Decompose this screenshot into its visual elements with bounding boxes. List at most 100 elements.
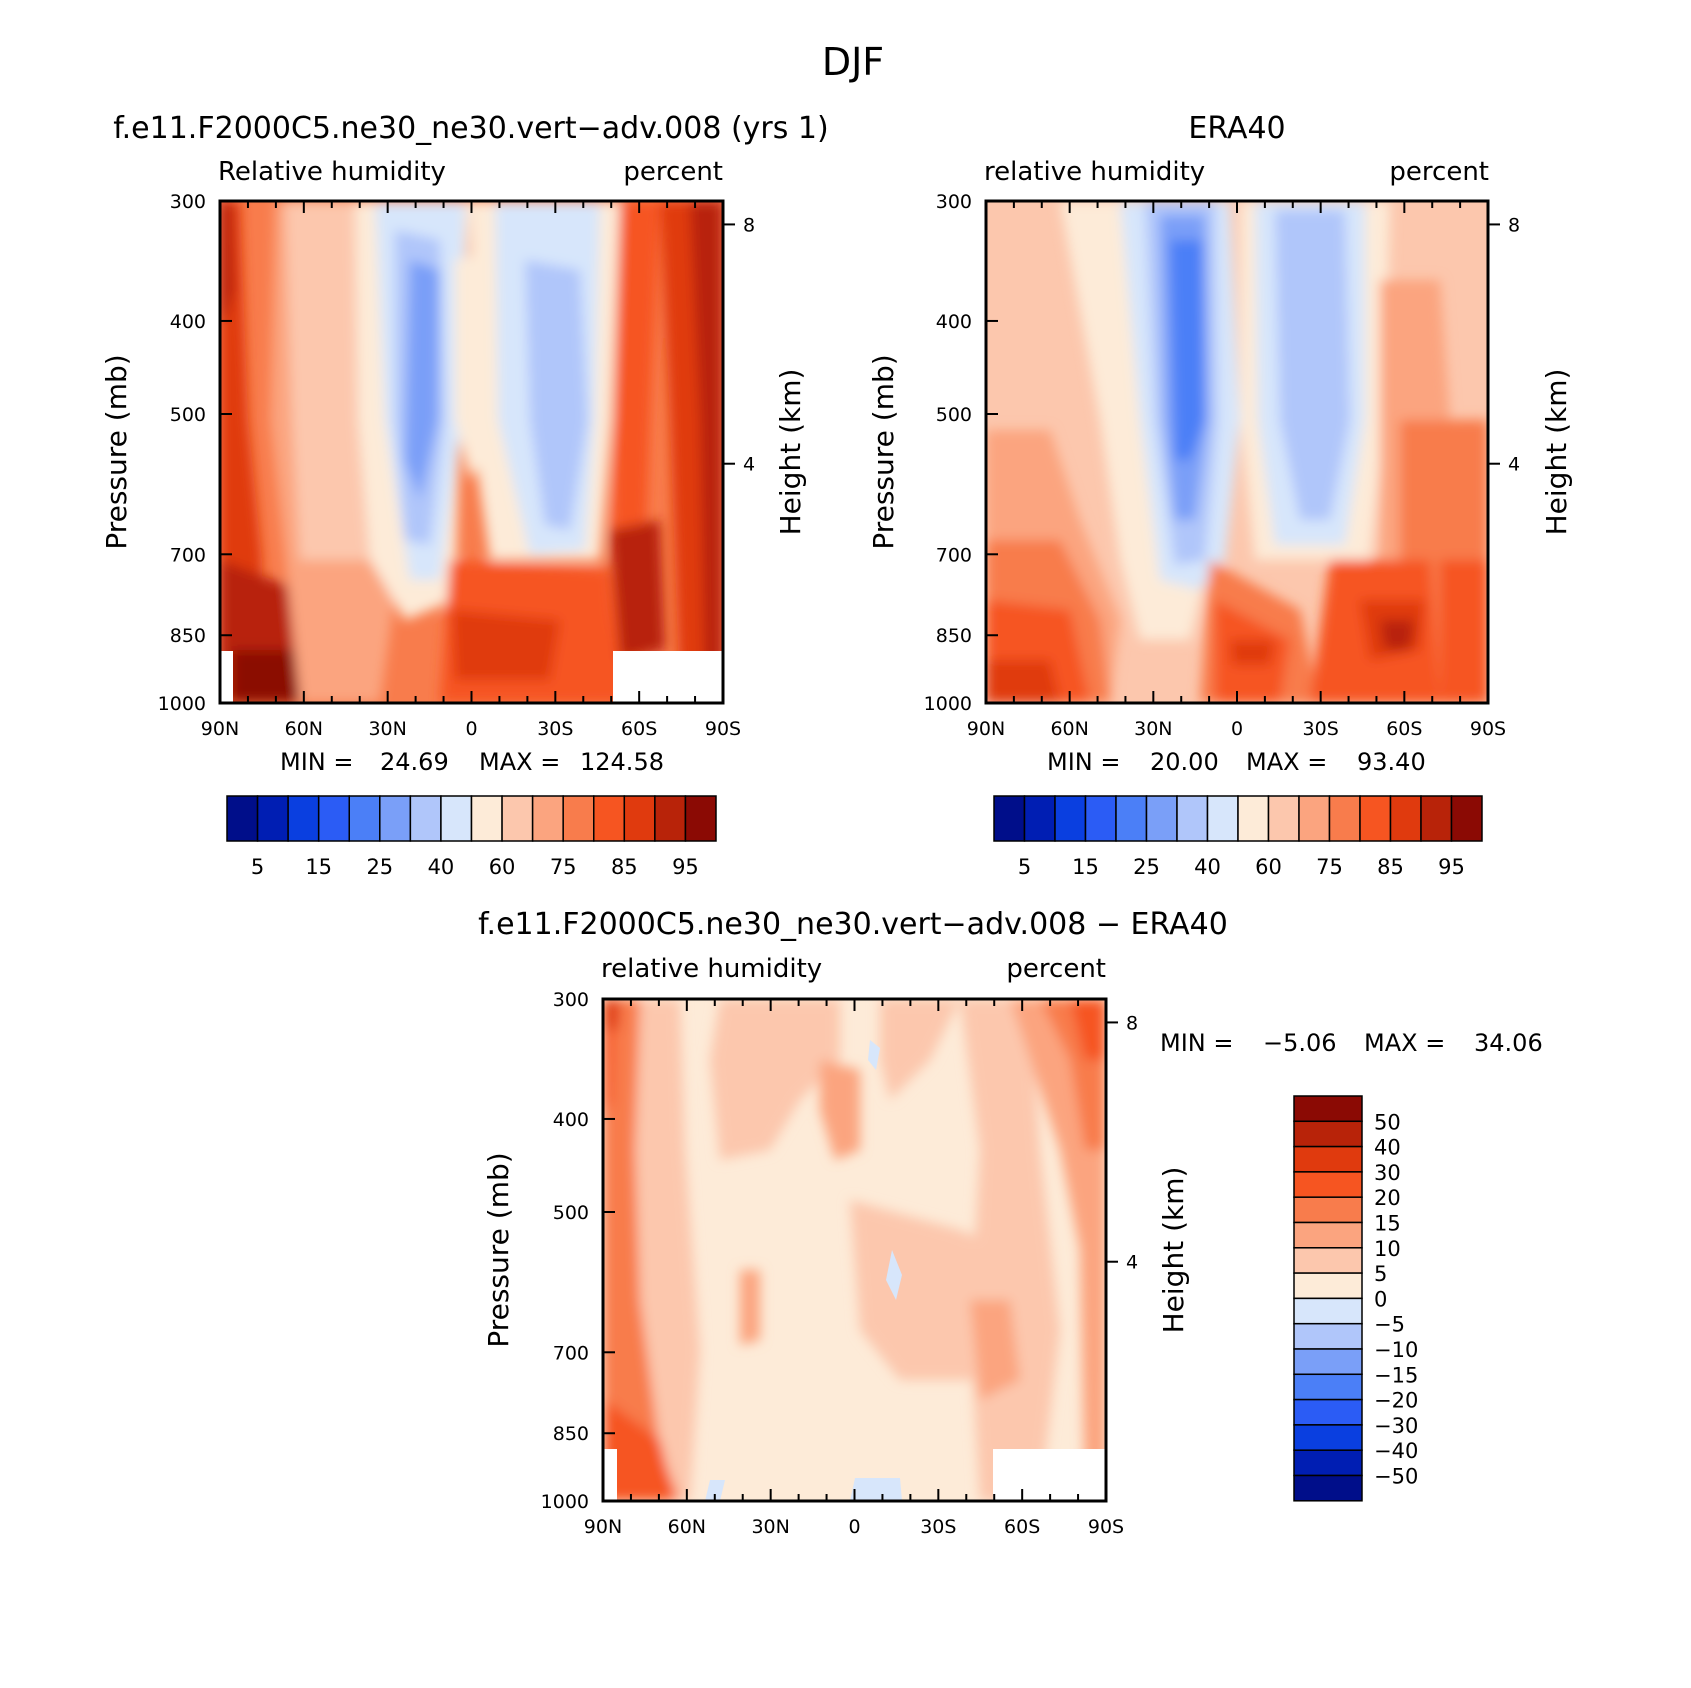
colorbar-swatch bbox=[1298, 795, 1331, 842]
colorbar-label: −30 bbox=[1374, 1414, 1418, 1438]
panel-diff-title: f.e11.F2000C5.ne30_ne30.vert−adv.008 − E… bbox=[478, 907, 1228, 942]
panel-obs-max-label: MAX = bbox=[1246, 748, 1327, 776]
colorbar-swatch bbox=[317, 795, 350, 842]
height-tick-label: 8 bbox=[1126, 1012, 1138, 1034]
y-tick-label: 1000 bbox=[158, 693, 206, 715]
panel-obs-title: ERA40 bbox=[1188, 111, 1285, 146]
panel-obs-colorbar: 5 15 25 40 60 75 85 95 bbox=[993, 795, 1483, 879]
colorbar-swatch bbox=[1237, 795, 1270, 842]
colorbar-swatch bbox=[1293, 1171, 1363, 1198]
panel-model-max-value: 124.58 bbox=[580, 748, 664, 776]
colorbar-label: 60 bbox=[489, 855, 516, 879]
colorbar-swatch bbox=[684, 795, 717, 842]
x-tick-label: 60S bbox=[1004, 1516, 1040, 1538]
colorbar-swatch bbox=[1293, 1373, 1363, 1401]
colorbar-swatch bbox=[1176, 795, 1209, 842]
colorbar-label: 15 bbox=[1072, 855, 1099, 879]
colorbar-swatch bbox=[287, 795, 320, 842]
colorbar-label: 40 bbox=[428, 855, 455, 879]
x-tick-label: 90S bbox=[1470, 718, 1506, 740]
colorbar-swatch bbox=[226, 795, 259, 842]
y-tick-label: 850 bbox=[936, 625, 972, 647]
x-tick-label: 0 bbox=[465, 718, 477, 740]
colorbar-swatch bbox=[1145, 795, 1178, 842]
colorbar-swatch bbox=[1293, 1348, 1363, 1376]
colorbar-swatch bbox=[256, 795, 289, 842]
panel-model-min-label: MIN = bbox=[280, 748, 353, 776]
colorbar-label: 5 bbox=[1374, 1262, 1387, 1286]
x-tick-label: 90N bbox=[967, 718, 1005, 740]
panel-model-colorbar: 5 15 25 40 60 75 85 95 bbox=[226, 795, 717, 879]
y-tick-label: 700 bbox=[553, 1342, 589, 1364]
y-tick-label: 400 bbox=[170, 311, 206, 333]
panel-obs-units: percent bbox=[1389, 157, 1489, 187]
colorbar-swatch bbox=[1293, 1322, 1363, 1350]
y-tick-label: 850 bbox=[170, 625, 206, 647]
colorbar-label: 5 bbox=[1018, 855, 1031, 879]
panel-diff-ylabel: Pressure (mb) bbox=[482, 1152, 515, 1347]
figure-title: DJF bbox=[822, 40, 884, 84]
panel-obs-variable: relative humidity bbox=[984, 157, 1205, 187]
panel-obs-ylabel: Pressure (mb) bbox=[867, 354, 900, 549]
x-tick-label: 30N bbox=[751, 1516, 789, 1538]
colorbar-swatch bbox=[654, 795, 687, 842]
x-tick-label: 30S bbox=[1303, 718, 1339, 740]
panel-diff-ylabel-right: Height (km) bbox=[1157, 1167, 1190, 1334]
colorbar-swatch bbox=[1293, 1449, 1363, 1477]
x-tick-label: 30N bbox=[1134, 718, 1172, 740]
y-tick-label: 400 bbox=[553, 1109, 589, 1131]
colorbar-swatch bbox=[593, 795, 626, 842]
panel-diff-field bbox=[603, 999, 1106, 1501]
panel-diff-max-label: MAX = bbox=[1364, 1029, 1445, 1057]
colorbar-swatch bbox=[1293, 1120, 1363, 1148]
panel-diff-max-value: 34.06 bbox=[1474, 1029, 1543, 1057]
colorbar-label: −5 bbox=[1374, 1313, 1405, 1337]
y-tick-label: 500 bbox=[553, 1202, 589, 1224]
colorbar-label: −20 bbox=[1374, 1389, 1418, 1413]
colorbar-label: 5 bbox=[251, 855, 264, 879]
panel-obs-min-value: 20.00 bbox=[1150, 748, 1219, 776]
colorbar-swatch bbox=[623, 795, 656, 842]
panel-model-units: percent bbox=[623, 157, 723, 187]
y-tick-label: 300 bbox=[170, 191, 206, 213]
x-tick-label: 90S bbox=[1088, 1516, 1124, 1538]
colorbar-swatch bbox=[1206, 795, 1239, 842]
panel-diff-units: percent bbox=[1006, 954, 1106, 984]
colorbar-label: 30 bbox=[1374, 1161, 1401, 1185]
colorbar-label: 75 bbox=[550, 855, 577, 879]
colorbar-swatch bbox=[1293, 1095, 1363, 1123]
colorbar-label: 85 bbox=[611, 855, 638, 879]
y-tick-label: 850 bbox=[553, 1423, 589, 1445]
colorbar-label: 75 bbox=[1316, 855, 1343, 879]
colorbar-label: 95 bbox=[672, 855, 699, 879]
panel-diff: f.e11.F2000C5.ne30_ne30.vert−adv.008 − E… bbox=[478, 907, 1543, 1538]
panel-model-axes: 90N 60N 30N 0 30S 60S 90S 300 400 500 700 850 1000 8 4 bbox=[158, 191, 755, 740]
x-tick-label: 90N bbox=[584, 1516, 622, 1538]
colorbar-swatch bbox=[1293, 1221, 1363, 1249]
panel-model-min-value: 24.69 bbox=[380, 748, 449, 776]
panel-diff-stats: MIN = −5.06 MAX = 34.06 bbox=[1160, 1029, 1543, 1057]
colorbar-label: 95 bbox=[1438, 855, 1465, 879]
colorbar-label: 0 bbox=[1374, 1287, 1387, 1311]
colorbar-swatch bbox=[1389, 795, 1422, 842]
x-tick-label: 0 bbox=[848, 1516, 860, 1538]
colorbar-swatch bbox=[501, 795, 534, 842]
y-tick-label: 700 bbox=[936, 544, 972, 566]
panel-model: f.e11.F2000C5.ne30_ne30.vert−adv.008 (yr… bbox=[100, 111, 829, 879]
colorbar-label: −40 bbox=[1374, 1439, 1418, 1463]
colorbar-label: 15 bbox=[1374, 1212, 1401, 1236]
panel-model-stats: MIN = 24.69 MAX = 124.58 bbox=[280, 748, 664, 776]
panel-model-variable: Relative humidity bbox=[218, 157, 446, 187]
colorbar-swatch bbox=[1293, 1145, 1363, 1173]
colorbar-label: 25 bbox=[1133, 855, 1160, 879]
colorbar-label: 25 bbox=[366, 855, 393, 879]
x-tick-label: 0 bbox=[1231, 718, 1243, 740]
colorbar-swatch bbox=[1359, 795, 1392, 842]
colorbar-swatch bbox=[348, 795, 381, 842]
colorbar-swatch bbox=[379, 795, 412, 842]
panel-obs-axes: 90N 60N 30N 0 30S 60S 90S 300 400 500 700 850 1000 8 4 bbox=[924, 191, 1520, 740]
panel-model-max-label: MAX = bbox=[479, 748, 560, 776]
x-tick-label: 30S bbox=[920, 1516, 956, 1538]
colorbar-swatch bbox=[1293, 1272, 1363, 1300]
